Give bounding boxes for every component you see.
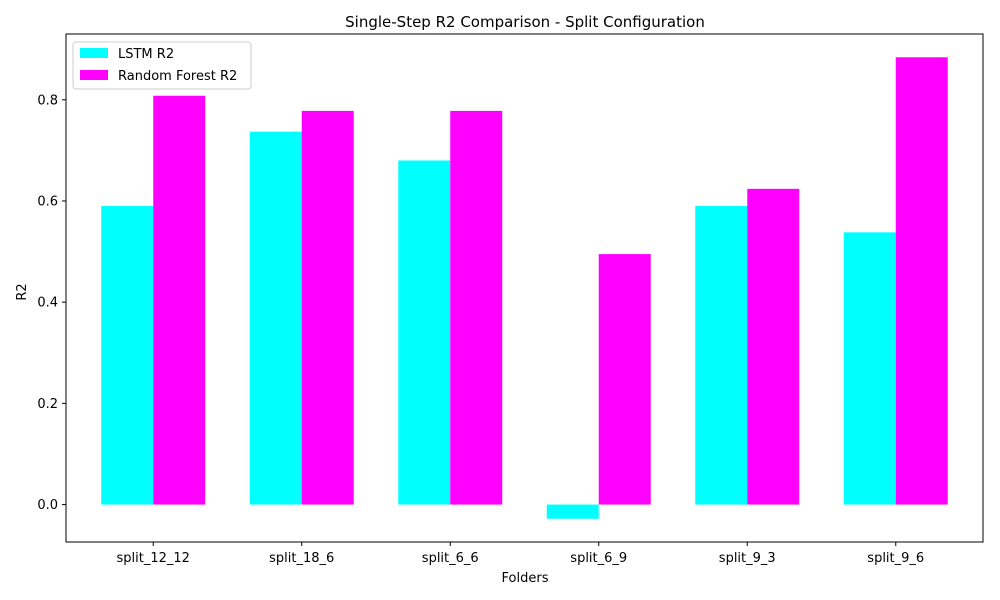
bar-lstm-r2-split-6-6 bbox=[398, 160, 451, 505]
bar-random-forest-r2-split-18-6 bbox=[301, 110, 354, 505]
x-tick-label: split_18_6 bbox=[269, 551, 334, 566]
x-tick-label: split_12_12 bbox=[117, 551, 190, 566]
bar-random-forest-r2-split-9-3 bbox=[747, 188, 800, 505]
y-tick-label: 0.8 bbox=[37, 93, 58, 108]
y-tick-label: 0.4 bbox=[37, 296, 58, 311]
plot-frame bbox=[65, 33, 984, 543]
bar-random-forest-r2-split-6-6 bbox=[450, 110, 503, 505]
bar-random-forest-r2-split-9-6 bbox=[895, 57, 948, 505]
y-axis-label: R2 bbox=[15, 283, 30, 300]
bar-random-forest-r2-split-12-12 bbox=[153, 95, 206, 505]
y-tick-label: 0.0 bbox=[37, 498, 58, 513]
x-tick-label: split_6_9 bbox=[570, 551, 627, 566]
legend: LSTM R2 Random Forest R2 bbox=[72, 41, 252, 90]
bar-lstm-r2-split-18-6 bbox=[249, 131, 302, 505]
x-tick-label: split_9_3 bbox=[719, 551, 776, 566]
y-tick-label: 0.2 bbox=[37, 397, 58, 412]
legend-swatch-lstm bbox=[80, 48, 108, 58]
bar-lstm-r2-split-12-12 bbox=[101, 206, 154, 505]
bar-lstm-r2-split-6-9 bbox=[546, 504, 599, 519]
bars-layer bbox=[101, 57, 948, 519]
legend-label-lstm: LSTM R2 bbox=[118, 47, 174, 62]
x-tick-label: split_6_6 bbox=[422, 551, 479, 566]
legend-label-random-forest: Random Forest R2 bbox=[118, 69, 237, 84]
axes-layer: 0.0 0.2 0.4 0.6 0.8 split_12_12 split_18_6 spli… bbox=[37, 33, 984, 566]
legend-frame bbox=[72, 41, 252, 90]
y-tick-label: 0.6 bbox=[37, 194, 58, 209]
bar-lstm-r2-split-9-6 bbox=[843, 232, 896, 505]
x-axis-label: Folders bbox=[502, 571, 549, 586]
legend-swatch-random-forest bbox=[80, 70, 108, 80]
bar-lstm-r2-split-9-3 bbox=[695, 206, 748, 505]
chart-title: Single-Step R2 Comparison - Split Config… bbox=[345, 13, 705, 31]
bar-random-forest-r2-split-6-9 bbox=[598, 254, 651, 505]
x-tick-label: split_9_6 bbox=[867, 551, 924, 566]
